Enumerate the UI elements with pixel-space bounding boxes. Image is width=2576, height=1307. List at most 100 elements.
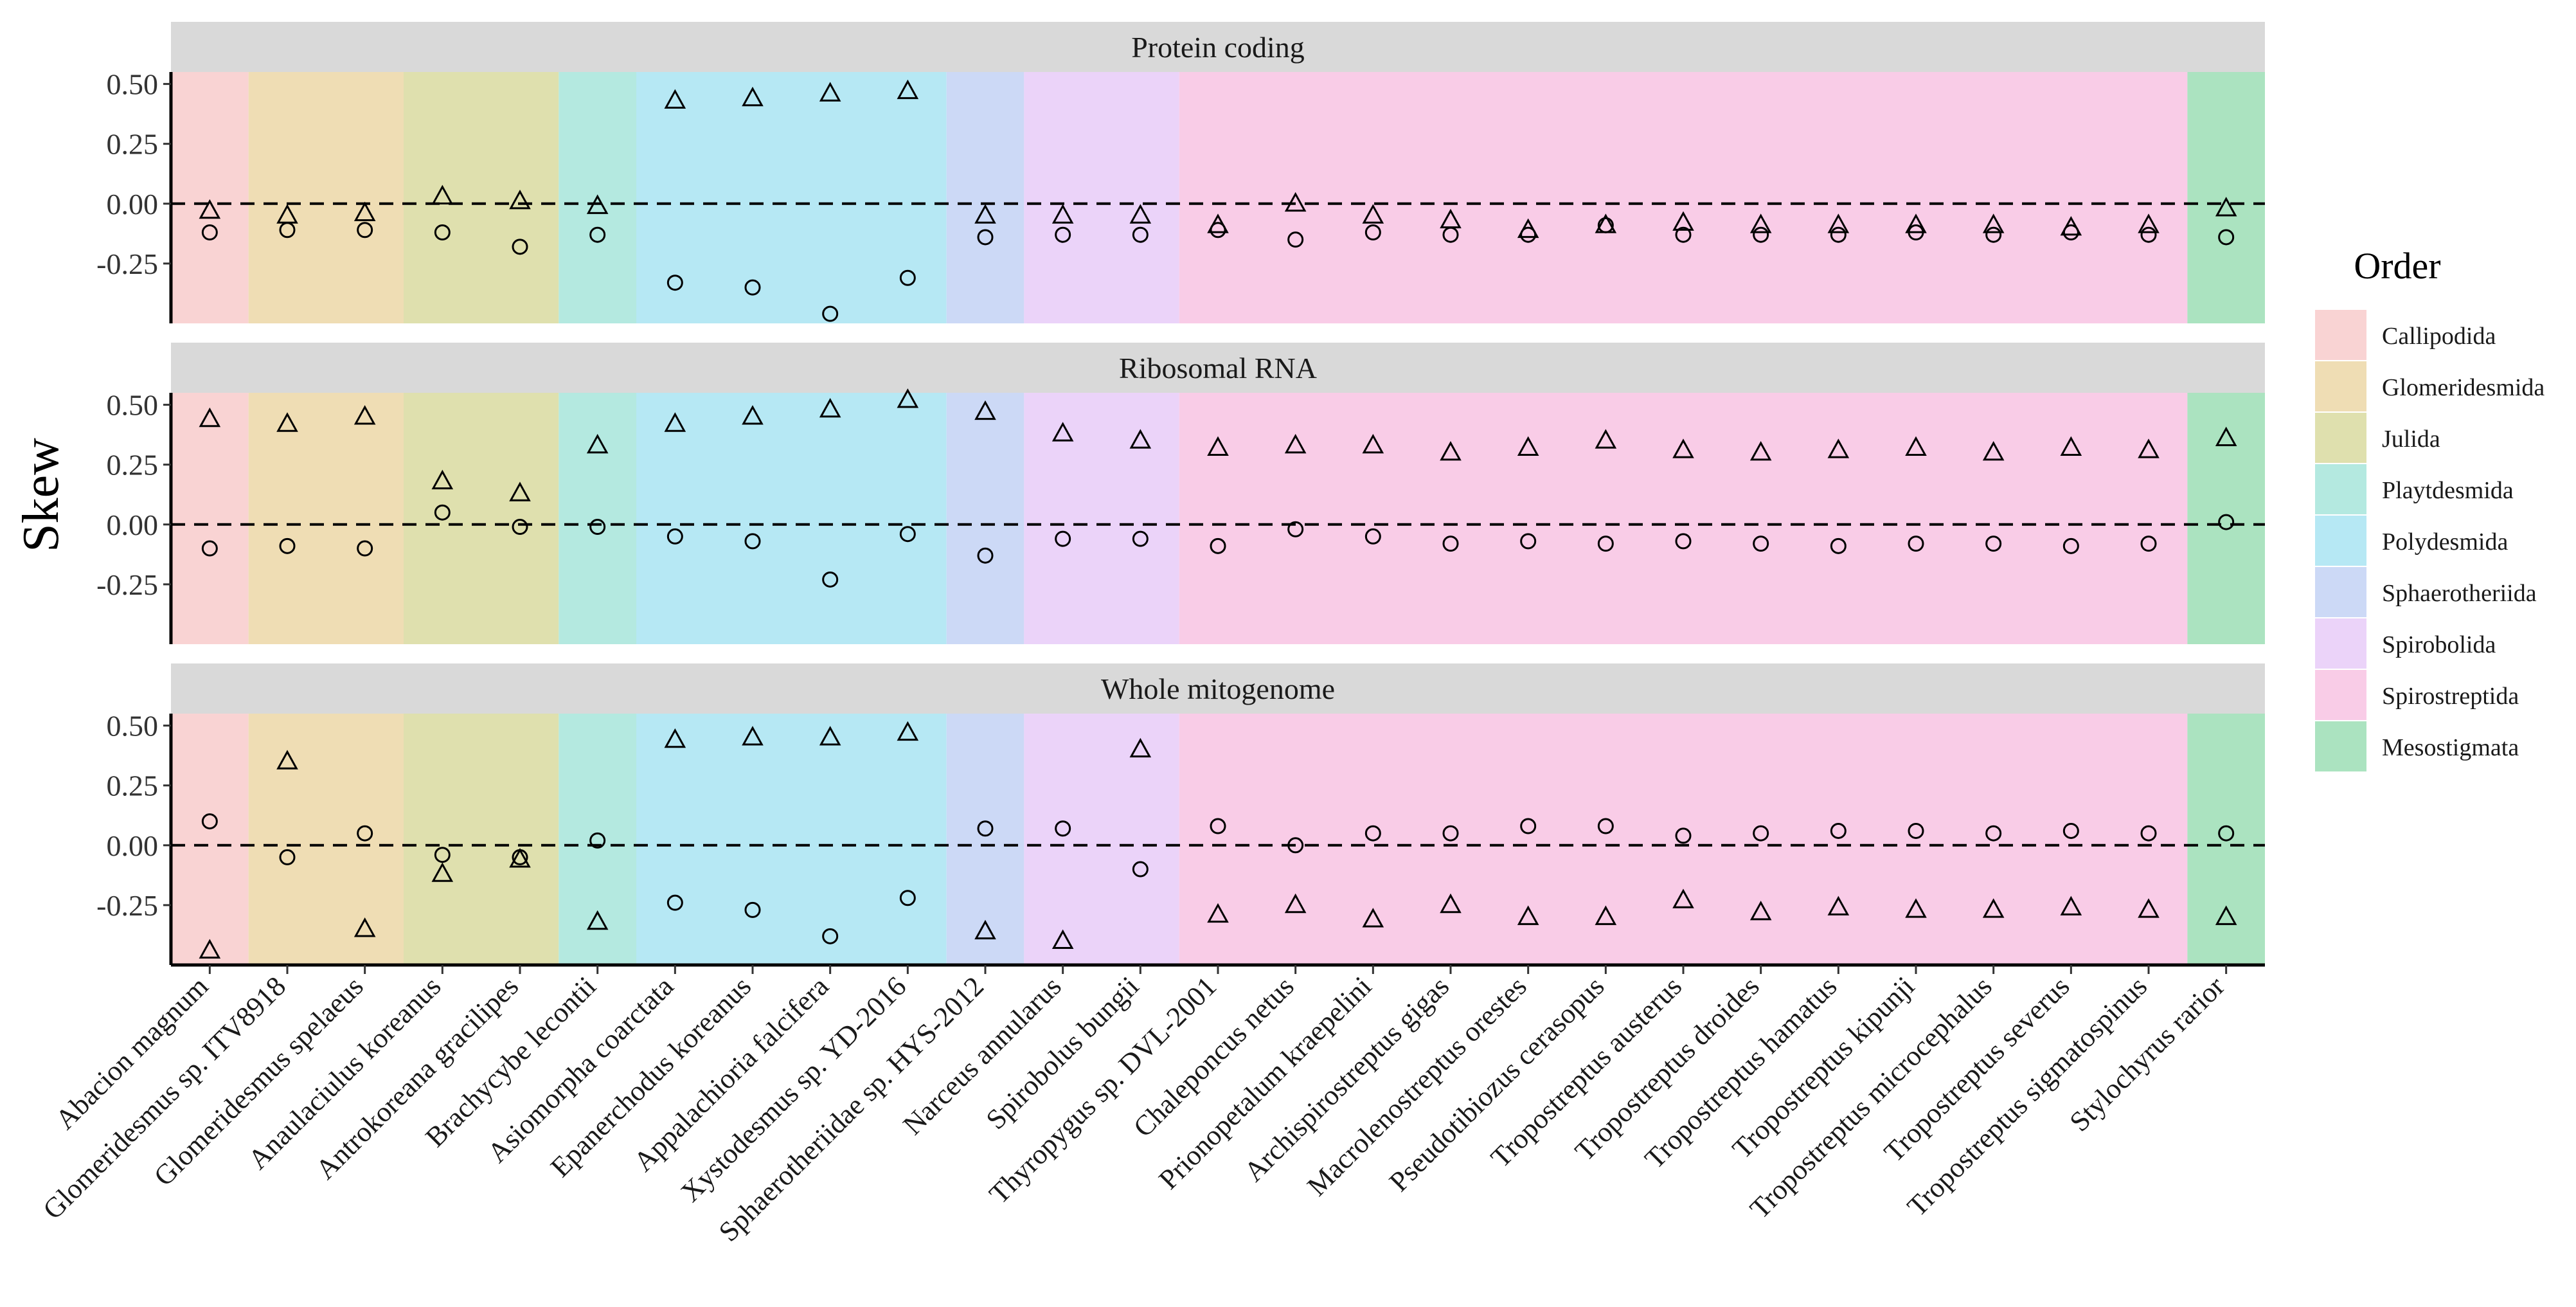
point-circle	[1287, 837, 1304, 854]
point-triangle	[1595, 213, 1617, 233]
legend-label: Sphaerotheriida	[2382, 580, 2537, 607]
order-band-julida	[404, 393, 559, 644]
point-circle	[1364, 224, 1381, 240]
point-triangle	[2215, 426, 2237, 447]
point-circle	[666, 528, 683, 545]
order-band-spirostreptida	[1179, 393, 2188, 644]
point-triangle	[431, 862, 454, 882]
point-circle	[977, 820, 994, 837]
order-band-polydesmida	[636, 393, 947, 644]
point-triangle	[1982, 898, 2005, 918]
point-triangle	[819, 726, 841, 746]
point-circle	[1753, 536, 1769, 552]
point-triangle	[353, 405, 376, 425]
point-triangle	[1129, 204, 1152, 224]
point-triangle	[2215, 197, 2237, 217]
point-triangle	[1051, 204, 1074, 224]
facet-panels: Protein coding0.500.250.00-0.25Ribosomal…	[96, 22, 2265, 965]
point-triangle	[353, 917, 376, 937]
point-circle	[666, 275, 683, 291]
point-circle	[744, 533, 761, 550]
point-circle	[2062, 822, 2079, 839]
point-circle	[1830, 537, 1847, 554]
point-triangle	[276, 204, 298, 224]
point-circle	[512, 239, 528, 255]
point-circle	[744, 279, 761, 296]
order-band-spirostreptida	[1179, 72, 2188, 323]
point-circle	[977, 547, 994, 564]
facet-strip	[171, 22, 2265, 72]
facet-strip	[171, 343, 2265, 393]
point-triangle	[1749, 900, 1772, 921]
point-triangle	[1905, 213, 1927, 233]
order-band-spirobolida	[1024, 714, 1179, 965]
point-circle	[357, 540, 373, 557]
point-triangle	[1905, 436, 1927, 456]
point-circle	[2218, 514, 2235, 530]
order-band-callipodida	[171, 72, 249, 323]
point-triangle	[1749, 440, 1772, 461]
point-triangle	[1827, 213, 1850, 233]
legend-key-playtdesmida	[2315, 464, 2366, 514]
point-circle	[1675, 533, 1692, 550]
order-band-playtdesmida	[559, 393, 636, 644]
point-circle	[2062, 537, 2079, 554]
legend-key-mesostigmata	[2315, 721, 2366, 771]
legend-label: Playtdesmida	[2382, 477, 2514, 504]
point-triangle	[664, 728, 686, 748]
point-triangle	[586, 194, 609, 214]
point-triangle	[353, 201, 376, 222]
point-triangle	[664, 412, 686, 432]
point-circle	[1908, 822, 1924, 839]
point-circle	[279, 849, 296, 865]
point-triangle	[1284, 433, 1307, 454]
point-triangle	[974, 204, 996, 224]
point-circle	[744, 901, 761, 918]
point-circle	[589, 519, 606, 536]
point-triangle	[2215, 905, 2237, 925]
point-triangle	[1051, 929, 1074, 950]
point-triangle	[1440, 893, 1462, 914]
point-triangle	[1207, 903, 1229, 923]
point-triangle	[1207, 213, 1229, 233]
order-band-spirobolida	[1024, 72, 1179, 323]
point-circle	[1364, 825, 1381, 842]
facet-title: Ribosomal RNA	[1119, 352, 1317, 384]
point-circle	[1055, 820, 1071, 837]
point-circle	[1442, 825, 1459, 842]
point-circle	[1830, 226, 1847, 243]
point-triangle	[897, 388, 919, 408]
order-band-polydesmida	[636, 72, 947, 323]
point-circle	[1055, 226, 1071, 243]
point-circle	[1597, 536, 1614, 552]
legend: Order Callipodida Glomeridesmida Julida Pla…	[2315, 245, 2545, 771]
point-circle	[1442, 536, 1459, 552]
order-band-julida	[404, 72, 559, 323]
point-triangle	[1284, 893, 1307, 914]
legend-key-spirobolida	[2315, 618, 2366, 669]
legend-label: Glomeridesmida	[2382, 374, 2545, 401]
legend-label: Polydesmida	[2382, 528, 2508, 555]
point-triangle	[1672, 211, 1694, 231]
point-triangle	[1672, 438, 1694, 458]
point-circle	[1830, 822, 1847, 839]
order-band-playtdesmida	[559, 714, 636, 965]
point-triangle	[1129, 737, 1152, 758]
point-triangle	[1827, 438, 1850, 458]
point-circle	[1597, 818, 1614, 834]
point-circle	[1132, 530, 1149, 547]
point-triangle	[664, 89, 686, 109]
point-triangle	[1207, 436, 1229, 456]
point-triangle	[1905, 898, 1927, 918]
point-triangle	[276, 412, 298, 432]
order-band-sphaerotheriida	[946, 72, 1024, 323]
y-tick-label: 0.00	[107, 188, 159, 221]
point-triangle	[586, 433, 609, 454]
point-triangle	[586, 910, 609, 930]
order-band-mesostigmata	[2187, 393, 2265, 644]
legend-key-polydesmida	[2315, 516, 2366, 566]
point-circle	[1210, 537, 1226, 554]
point-circle	[899, 269, 916, 286]
order-band-glomeridesmida	[248, 393, 404, 644]
